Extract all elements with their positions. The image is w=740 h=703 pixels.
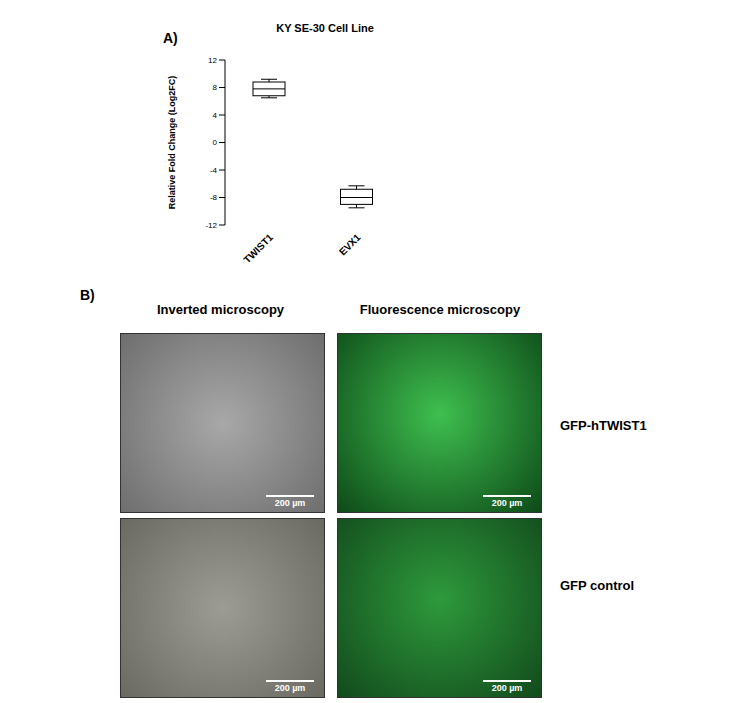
html-text:200 µm: 200 µm (491, 498, 523, 508)
svg-text:0: 0 (213, 138, 218, 147)
html-text:GFP-hTWIST1: GFP-hTWIST1 (560, 418, 647, 433)
svg-text:EVX1: EVX1 (337, 231, 363, 257)
svg-text:Relative Fold Change (Log2FC): Relative Fold Change (Log2FC) (167, 76, 177, 210)
html-text:A): A) (163, 30, 178, 46)
html-text:200 µm: 200 µm (274, 498, 306, 508)
html-text:Inverted microscopy: Inverted microscopy (156, 302, 285, 317)
html-text:B): B) (80, 287, 95, 303)
svg-text:12: 12 (208, 56, 217, 65)
html-text:200 µm: 200 µm (491, 683, 523, 693)
svg-text:-12: -12 (205, 221, 217, 230)
svg-text:TWIST1: TWIST1 (241, 231, 275, 265)
html-text:KY SE-30 Cell Line: KY SE-30 Cell Line (276, 22, 374, 34)
html-text:200 µm: 200 µm (274, 683, 306, 693)
svg-text:8: 8 (213, 83, 218, 92)
html-text:Fluorescence microscopy: Fluorescence microscopy (359, 302, 521, 317)
html-text:GFP control: GFP control (560, 578, 635, 593)
svg-text:-8: -8 (210, 193, 218, 202)
svg-text:-4: -4 (210, 166, 218, 175)
svg-text:4: 4 (213, 111, 218, 120)
